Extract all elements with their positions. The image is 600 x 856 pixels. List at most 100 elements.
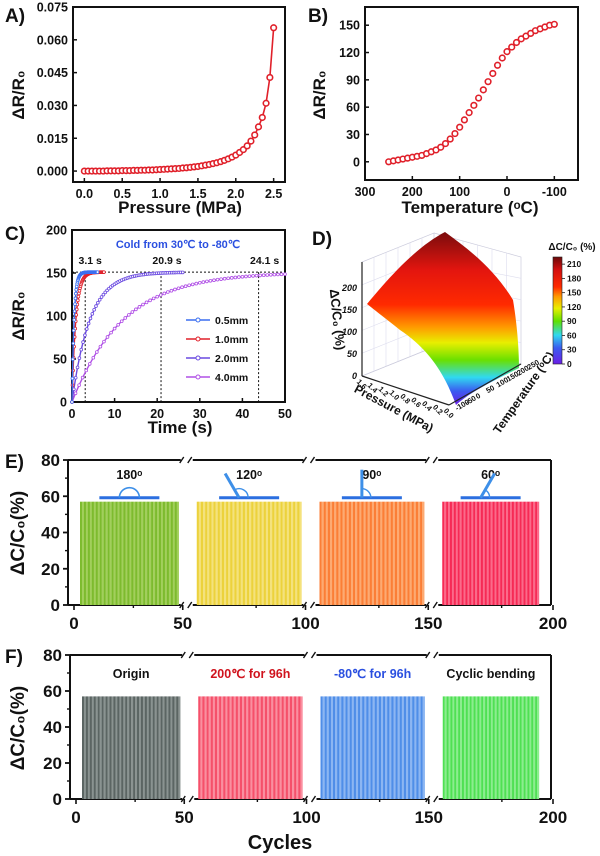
- bar: [229, 696, 232, 799]
- data-point: [254, 123, 263, 131]
- data-point: [237, 275, 241, 279]
- bar: [364, 696, 367, 799]
- bar: [283, 696, 287, 799]
- bar: [142, 696, 146, 799]
- bar: [111, 696, 114, 799]
- bar: [326, 696, 330, 799]
- bar: [393, 696, 396, 799]
- y-tick-label: 80: [41, 451, 60, 470]
- axis-break-mark: [432, 456, 438, 464]
- group-label: Origin: [113, 667, 150, 681]
- axis-break-mark: [424, 456, 430, 464]
- bar: [450, 696, 453, 799]
- data-point: [158, 293, 163, 297]
- bar: [292, 696, 295, 799]
- bar: [227, 696, 230, 799]
- bar: [408, 696, 411, 799]
- y-tick-label: 30: [346, 128, 360, 142]
- bar: [349, 696, 352, 799]
- bar: [519, 696, 522, 799]
- bar: [211, 501, 214, 605]
- data-point: [71, 328, 76, 333]
- data-point: [198, 280, 202, 285]
- colorbar-tick-label: 180: [567, 273, 581, 283]
- bar: [347, 696, 350, 799]
- bar: [353, 501, 356, 605]
- axis-break-mark: [302, 795, 309, 803]
- bar-group: [320, 696, 425, 799]
- x-tick-label: 150: [415, 808, 443, 827]
- bar: [448, 696, 451, 799]
- panel-d: 0501001502000.00.20.40.60.81.01.21.41.6-…: [312, 229, 596, 436]
- bar: [488, 696, 492, 799]
- bar: [508, 696, 511, 799]
- bar: [174, 501, 177, 605]
- bar: [231, 696, 234, 799]
- bar: [105, 696, 108, 799]
- bar: [481, 696, 484, 799]
- bar: [473, 501, 476, 605]
- bar: [154, 696, 157, 799]
- legend-label: 2.0mm: [215, 353, 248, 365]
- bar: [449, 501, 453, 605]
- bar: [213, 501, 216, 605]
- data-point: [180, 285, 184, 290]
- bar: [113, 696, 116, 799]
- series-line-1.0mm: [71, 271, 104, 403]
- bar: [366, 696, 369, 799]
- bar: [172, 501, 175, 605]
- x-axis-title: Pressure (MPa): [118, 198, 242, 217]
- bar: [490, 696, 493, 799]
- y-axis-title: ΔC/C₀(%): [8, 686, 29, 771]
- bar: [276, 501, 279, 605]
- data-point: [508, 43, 516, 51]
- bar: [226, 501, 229, 605]
- bar: [254, 696, 257, 799]
- bar: [273, 696, 276, 799]
- bar: [83, 501, 87, 605]
- bar: [411, 501, 414, 605]
- bar: [446, 696, 449, 799]
- y-tick-label: 0: [353, 155, 360, 169]
- bar: [359, 501, 362, 605]
- bar: [467, 696, 470, 799]
- bar: [299, 501, 302, 605]
- bar: [531, 501, 534, 605]
- bar: [484, 501, 487, 605]
- z-tick-label: 150: [342, 305, 357, 315]
- bar-group: [442, 696, 540, 799]
- bar: [146, 696, 150, 799]
- bar: [206, 696, 209, 799]
- x-tick-label: 200: [402, 185, 423, 199]
- bar: [332, 501, 335, 605]
- data-point: [460, 116, 469, 124]
- bar: [508, 501, 511, 605]
- y-tick-label: 40: [43, 718, 62, 737]
- bar: [228, 501, 231, 605]
- bar: [141, 501, 144, 605]
- bar: [217, 501, 220, 605]
- bar: [454, 696, 457, 799]
- axis-break-mark: [310, 795, 317, 803]
- data-point: [270, 24, 278, 32]
- bar: [209, 501, 212, 605]
- bar: [405, 696, 409, 799]
- bar: [515, 501, 518, 605]
- bar: [506, 696, 509, 799]
- bar: [376, 501, 379, 605]
- bar: [255, 501, 258, 605]
- bar: [469, 696, 472, 799]
- bar: [249, 501, 252, 605]
- data-point: [176, 286, 181, 291]
- bar: [115, 501, 118, 605]
- bar: [166, 501, 170, 605]
- bar: [103, 501, 106, 605]
- bar: [413, 501, 417, 605]
- axis-break-mark: [309, 601, 316, 609]
- bar: [251, 501, 254, 605]
- bar: [200, 501, 204, 605]
- bar: [521, 501, 524, 605]
- data-point: [84, 327, 89, 331]
- bar: [374, 696, 377, 799]
- bar: [345, 696, 348, 799]
